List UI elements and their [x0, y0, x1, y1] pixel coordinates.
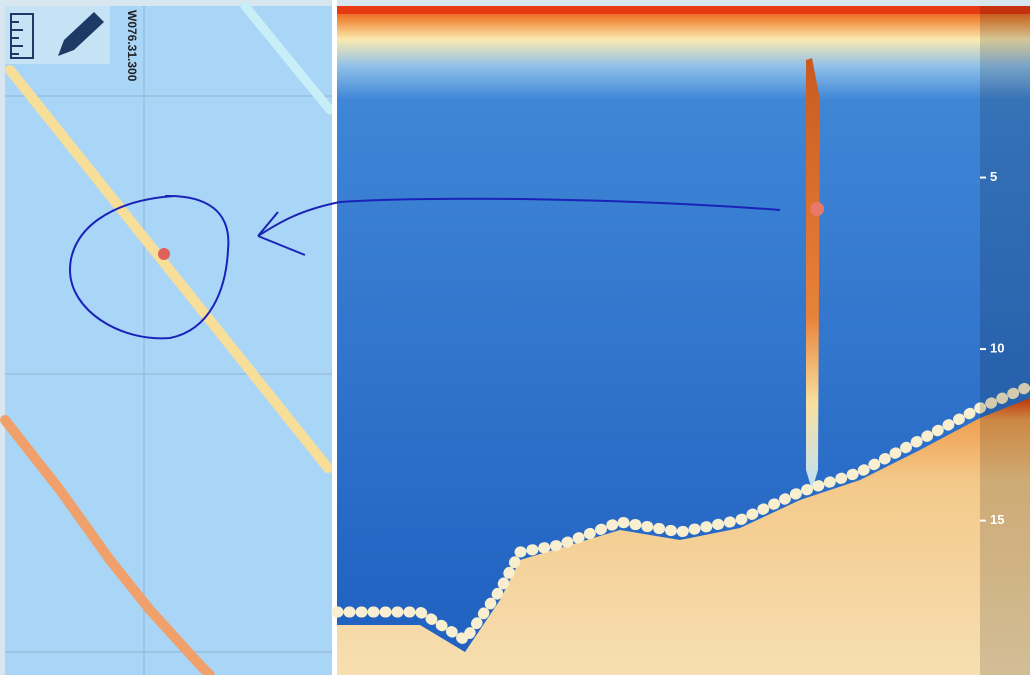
fish-column — [806, 58, 820, 490]
surface-band — [337, 6, 1030, 14]
divider — [332, 0, 337, 675]
longitude-label: W076.31.300 — [125, 10, 139, 82]
depth-tick-label: 5 — [990, 169, 997, 184]
page: W076.31.300 51015 (() => { const data = … — [0, 0, 1030, 675]
depth-tick-label: 15 — [990, 512, 1004, 527]
screen: W076.31.300 5 10 15 — [0, 0, 1030, 675]
map-panel[interactable] — [5, 6, 332, 675]
position-marker — [158, 248, 170, 260]
depth-tick-label: 10 — [990, 341, 1004, 356]
depth-scale — [980, 6, 1030, 675]
cursor-marker — [810, 202, 824, 216]
